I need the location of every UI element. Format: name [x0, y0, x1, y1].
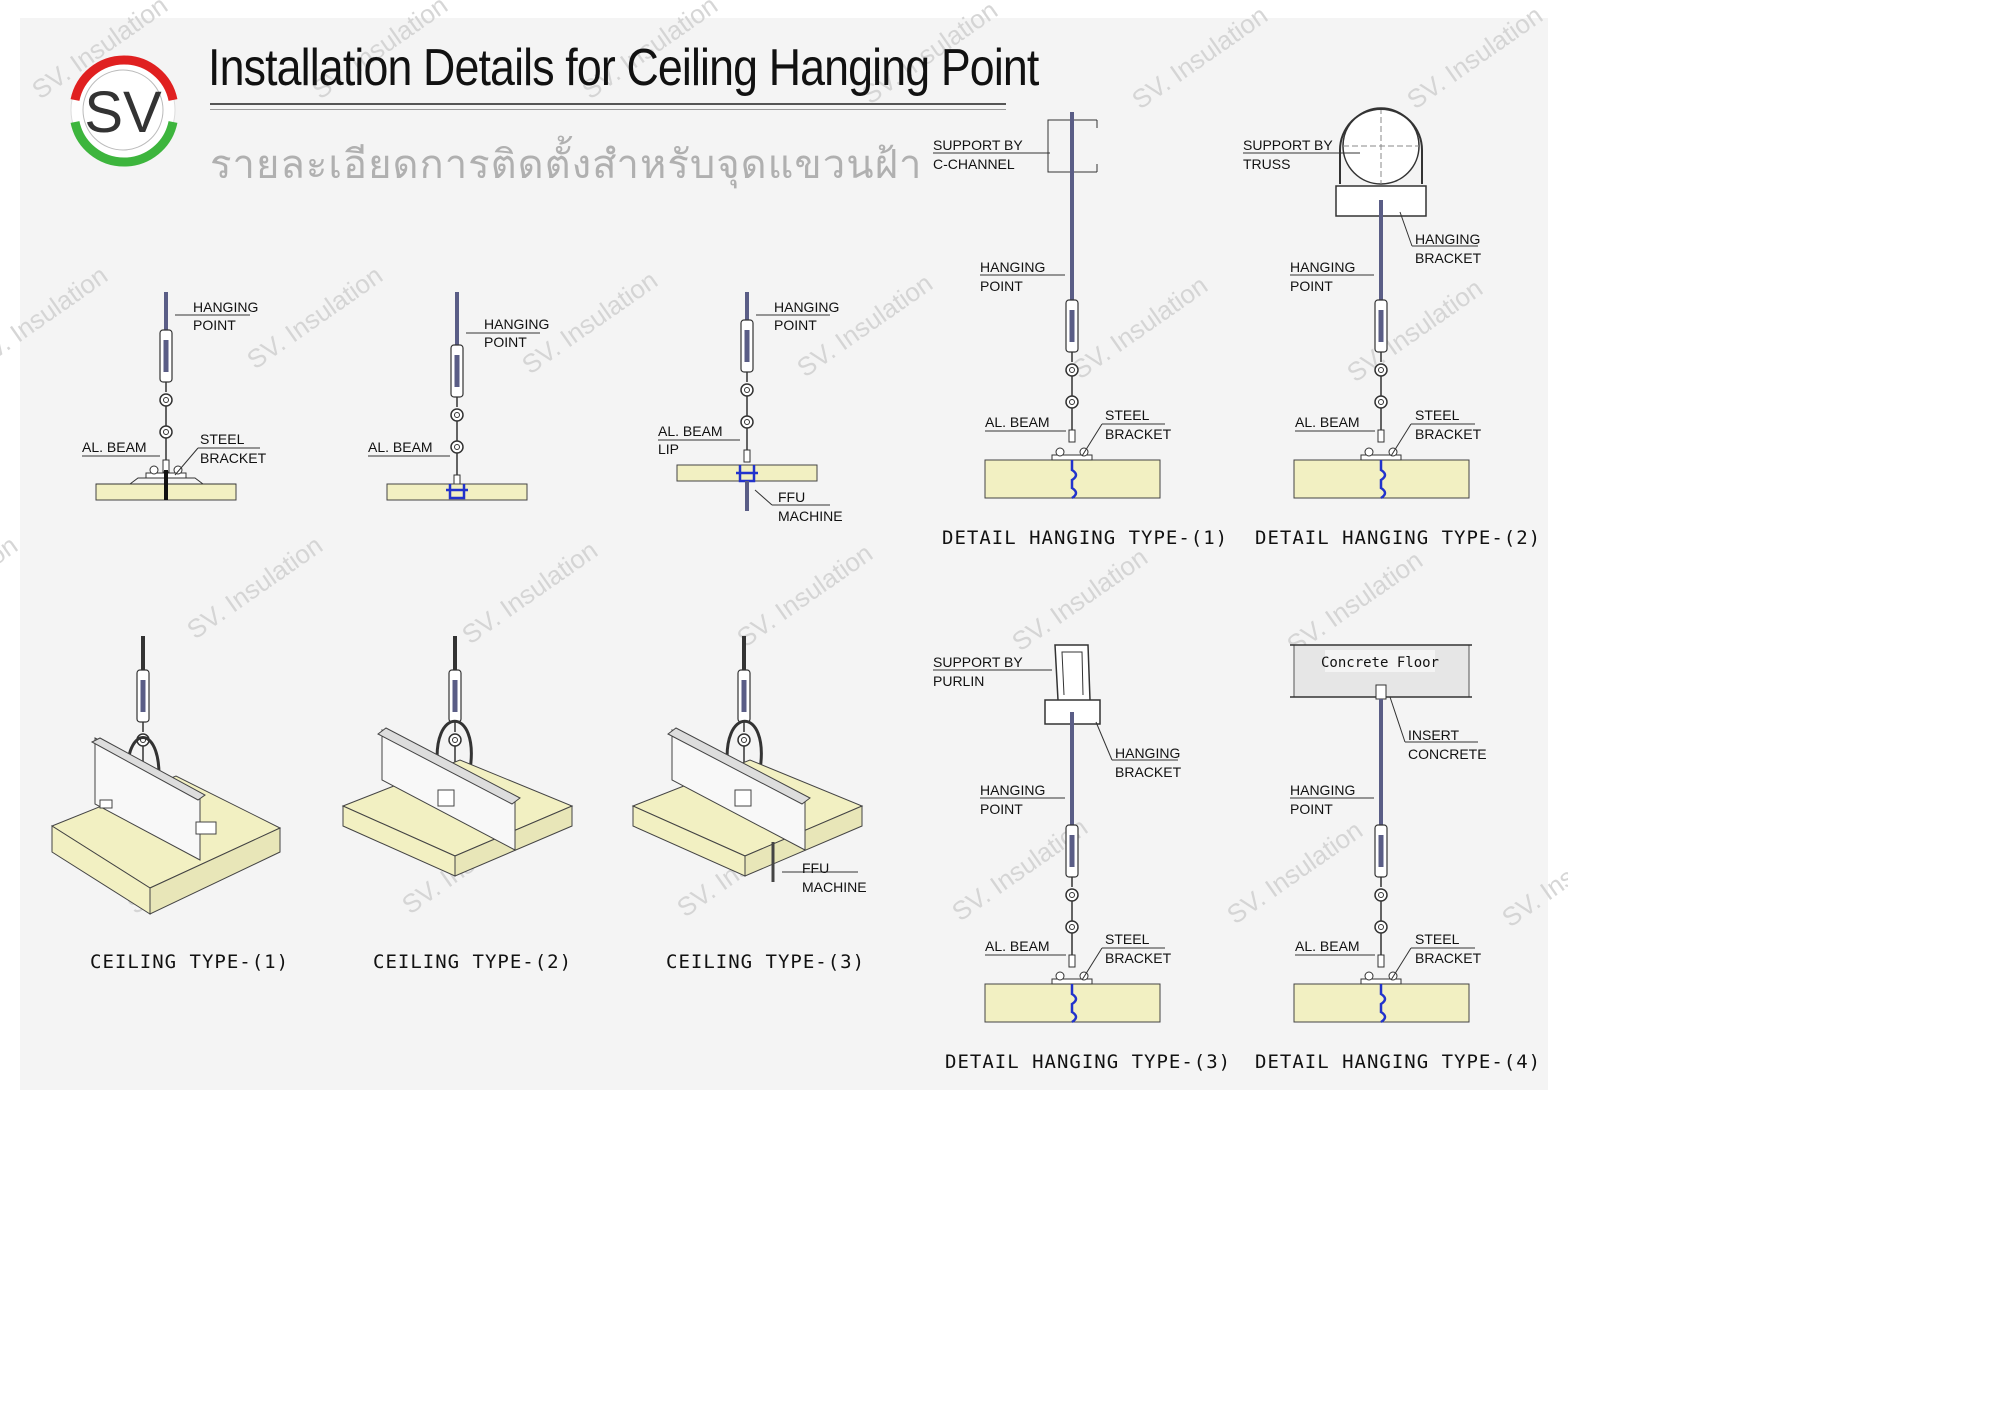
label-hanging: HANGING [980, 259, 1045, 275]
label-machine: MACHINE [778, 508, 843, 524]
section-ceiling-type-3: HANGING POINT AL. BEAM LIP FFU MACHINE [658, 292, 843, 524]
label-bracket: BRACKET [1105, 950, 1172, 966]
watermark: SV. Insulation [1401, 0, 1548, 115]
label-point: POINT [980, 278, 1023, 294]
label-point: POINT [980, 801, 1023, 817]
page-title: Installation Details for Ceiling Hanging… [208, 39, 1039, 97]
label-ffu: FFU [802, 860, 829, 876]
caption-ceiling-type-1: CEILING TYPE-(1) [90, 951, 289, 973]
watermark: SV. Insulation [241, 260, 388, 375]
label-lip: LIP [658, 441, 679, 457]
watermark: SV. Insulation [731, 538, 878, 653]
watermark: SV. Insulation [456, 535, 603, 650]
label-hanging: HANGING [1115, 745, 1180, 761]
label-al-beam: AL. BEAM [985, 938, 1050, 954]
label-al-beam: AL. BEAM [82, 439, 147, 455]
page-subtitle: รายละเอียดการติดตั้งสำหรับจุดแขวนฝ้า [210, 142, 923, 188]
drawing-sheet [20, 18, 1548, 1090]
label-purlin: PURLIN [933, 673, 984, 689]
label-point: POINT [193, 317, 236, 333]
label-al-beam: AL. BEAM [985, 414, 1050, 430]
label-steel: STEEL [1105, 407, 1150, 423]
label-bracket: BRACKET [1415, 250, 1482, 266]
label-al-beam: AL. BEAM [1295, 414, 1360, 430]
label-point: POINT [1290, 278, 1333, 294]
label-insert: INSERT [1408, 727, 1460, 743]
sv-logo: SV [70, 55, 178, 167]
detail-hanging-type-2: SUPPORT BY TRUSS HANGING BRACKET HANGING… [1243, 107, 1541, 549]
label-hanging: HANGING [1415, 231, 1480, 247]
caption-detail-type-3: DETAIL HANGING TYPE-(3) [945, 1051, 1231, 1073]
watermark: SV. Insulation [181, 530, 328, 645]
label-steel: STEEL [1415, 931, 1460, 947]
label-bracket: BRACKET [1415, 426, 1482, 442]
label-concrete-floor: Concrete Floor [1321, 655, 1439, 671]
label-steel: STEEL [1105, 931, 1150, 947]
watermark: SV. Insulation [1281, 545, 1428, 660]
label-hanging: HANGING [1290, 782, 1355, 798]
label-hanging: HANGING [484, 316, 549, 332]
label-bracket: BRACKET [200, 450, 267, 466]
label-al-beam: AL. BEAM [1295, 938, 1360, 954]
label-hanging: HANGING [774, 299, 839, 315]
caption-detail-type-2: DETAIL HANGING TYPE-(2) [1255, 527, 1541, 549]
watermark: SV. Insulation [1126, 0, 1273, 115]
iso-ceiling-type-3: FFU MACHINE CEILING TYPE-(3) [631, 636, 867, 973]
label-truss: TRUSS [1243, 156, 1290, 172]
section-ceiling-type-2: HANGING POINT AL. BEAM [368, 292, 549, 501]
section-ceiling-type-1: HANGING POINT AL. BEAM STEEL BRACKET [82, 292, 267, 501]
label-bracket: BRACKET [1105, 426, 1172, 442]
logo-text: SV [84, 80, 162, 145]
label-ffu: FFU [778, 489, 805, 505]
label-point: POINT [484, 334, 527, 350]
label-point: POINT [1290, 801, 1333, 817]
detail-hanging-type-3: SUPPORT BY PURLIN HANGING BRACKET HANGIN… [933, 644, 1231, 1073]
label-c-channel: C-CHANNEL [933, 156, 1015, 172]
watermark: SV. Insulation [1066, 270, 1213, 385]
caption-detail-type-4: DETAIL HANGING TYPE-(4) [1255, 1051, 1541, 1073]
label-hanging: HANGING [980, 782, 1045, 798]
label-bracket: BRACKET [1115, 764, 1182, 780]
iso-ceiling-type-1: CEILING TYPE-(1) [50, 636, 289, 973]
label-steel: STEEL [1415, 407, 1460, 423]
label-support-by: SUPPORT BY [933, 654, 1023, 670]
label-hanging: HANGING [193, 299, 258, 315]
title-divider [210, 103, 1006, 110]
watermark: SV. Insulation [1221, 815, 1368, 930]
detail-hanging-type-1: SUPPORT BY C-CHANNEL HANGING POINT AL. B… [933, 112, 1228, 549]
watermark: SV. Insulation [0, 530, 23, 645]
label-hanging: HANGING [1290, 259, 1355, 275]
detail-hanging-type-4: Concrete Floor INSERT CONCRETE HANGING P… [1255, 644, 1541, 1073]
diagram-canvas: SV. Insulation SV. Insulation SV. Insula… [0, 0, 1568, 1073]
label-machine: MACHINE [802, 879, 867, 895]
caption-detail-type-1: DETAIL HANGING TYPE-(1) [942, 527, 1228, 549]
watermark: SV. Insulation [1341, 273, 1488, 388]
watermark: SV. Insulation [1496, 818, 1568, 933]
label-concrete: CONCRETE [1408, 746, 1487, 762]
label-al-beam: AL. BEAM [368, 439, 433, 455]
label-al-beam: AL. BEAM [658, 423, 723, 439]
label-support-by: SUPPORT BY [933, 137, 1023, 153]
caption-ceiling-type-2: CEILING TYPE-(2) [373, 951, 572, 973]
watermark: SV. Insulation [1006, 542, 1153, 657]
watermark: SV. Insulation [0, 260, 113, 375]
caption-ceiling-type-3: CEILING TYPE-(3) [666, 951, 865, 973]
label-support-by: SUPPORT BY [1243, 137, 1333, 153]
iso-ceiling-type-2: CEILING TYPE-(2) [341, 636, 574, 973]
label-steel: STEEL [200, 431, 245, 447]
label-bracket: BRACKET [1415, 950, 1482, 966]
label-point: POINT [774, 317, 817, 333]
